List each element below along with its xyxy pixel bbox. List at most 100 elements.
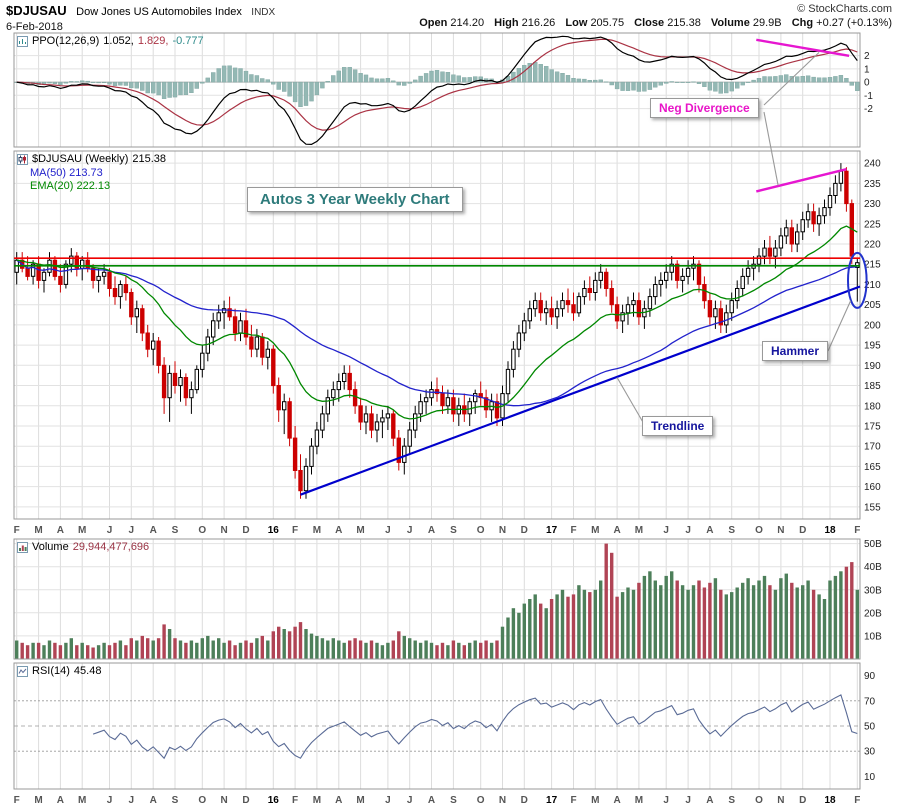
svg-text:J: J: [129, 795, 135, 806]
svg-text:N: N: [777, 525, 784, 536]
svg-text:17: 17: [546, 795, 558, 806]
svg-text:210: 210: [864, 280, 881, 291]
ppo-panel: 2 1 0 -1 -2: [13, 32, 873, 148]
svg-text:S: S: [450, 525, 457, 536]
ppo-indicator-icon: [17, 35, 28, 47]
svg-text:155: 155: [864, 502, 881, 513]
svg-text:180: 180: [864, 401, 881, 412]
svg-text:90: 90: [864, 671, 876, 682]
svg-text:230: 230: [864, 199, 881, 210]
svg-text:-2: -2: [864, 104, 873, 115]
neg-divergence-annotation: Neg Divergence: [650, 98, 759, 118]
hammer-annotation: Hammer: [762, 341, 829, 361]
x-axis-labels: F M A M J J A S O N D 16 F M A M J J A S O N D 17 F M A M J J A S O N D 18 F: [14, 525, 861, 536]
svg-text:O: O: [755, 795, 763, 806]
svg-text:N: N: [220, 795, 227, 806]
svg-text:O: O: [198, 795, 206, 806]
svg-text:225: 225: [864, 219, 881, 230]
volume-value: 29.9B: [752, 17, 782, 29]
trendline-annotation-label: Trendline: [642, 416, 714, 436]
svg-text:220: 220: [864, 240, 881, 251]
svg-text:A: A: [706, 795, 713, 806]
quote-line: Open 214.20 High 216.26 Low 205.75 Close…: [412, 17, 892, 29]
volume-legend: Volume 29,944,477,696: [17, 541, 149, 553]
svg-text:O: O: [477, 525, 485, 536]
svg-text:O: O: [198, 525, 206, 536]
svg-text:M: M: [635, 795, 643, 806]
svg-text:10: 10: [864, 772, 876, 783]
svg-text:240: 240: [864, 159, 881, 170]
candlestick-chart-icon: [17, 153, 28, 165]
header-quote-row: 6-Feb-2018 Open 214.20 High 216.26 Low 2…: [6, 17, 894, 33]
chart-title-annotation: Autos 3 Year Weekly Chart: [247, 187, 463, 212]
svg-text:F: F: [854, 525, 860, 536]
ma50-label: MA(50) 213.73: [30, 167, 103, 179]
price-symbol-label: $DJUSAU (Weekly): [32, 153, 129, 165]
price-legend: $DJUSAU (Weekly) 215.38: [17, 153, 166, 165]
svg-text:30: 30: [864, 747, 876, 758]
svg-text:D: D: [521, 795, 528, 806]
svg-text:D: D: [799, 525, 806, 536]
index-name: Dow Jones US Automobiles Index: [76, 6, 242, 18]
ppo-main-line: [16, 35, 858, 146]
panel-border: [13, 32, 861, 148]
svg-text:F: F: [292, 795, 298, 806]
rsi-line-icon: [17, 665, 28, 677]
svg-text:50: 50: [864, 722, 876, 733]
svg-text:J: J: [385, 525, 391, 536]
svg-text:M: M: [313, 795, 321, 806]
svg-text:A: A: [150, 795, 157, 806]
ema20-label: EMA(20) 222.13: [30, 180, 111, 192]
svg-text:D: D: [521, 525, 528, 536]
svg-text:205: 205: [864, 300, 881, 311]
x-axis-strip-bottom: F M A M J J A S O N D 16 F M A M J J A S O N D 17 F M A M J J A S O N D 18 F: [14, 795, 861, 806]
svg-text:M: M: [78, 525, 86, 536]
svg-text:J: J: [407, 525, 413, 536]
close-label: Close: [634, 17, 665, 29]
svg-text:18: 18: [824, 525, 836, 536]
open-value: 214.20: [450, 17, 485, 29]
svg-text:30B: 30B: [864, 585, 882, 596]
svg-text:J: J: [129, 525, 135, 536]
svg-text:40B: 40B: [864, 562, 882, 573]
svg-text:D: D: [242, 525, 249, 536]
svg-text:A: A: [428, 795, 435, 806]
svg-text:J: J: [663, 525, 669, 536]
svg-text:M: M: [356, 795, 364, 806]
ppo-signal-value: 1.829,: [137, 35, 169, 47]
open-label: Open: [419, 17, 448, 29]
svg-text:70: 70: [864, 696, 876, 707]
high-label: High: [494, 17, 519, 29]
svg-text:2: 2: [864, 51, 870, 62]
svg-text:A: A: [335, 795, 342, 806]
high-value: 216.26: [521, 17, 556, 29]
svg-text:M: M: [34, 525, 42, 536]
svg-text:18: 18: [824, 795, 836, 806]
candlesticks: [14, 163, 860, 499]
y-axis-labels: 2 1 0 -1 -2: [864, 51, 873, 115]
svg-text:190: 190: [864, 361, 881, 372]
volume-legend-label: Volume: [32, 541, 69, 553]
x-axis-labels: F M A M J J A S O N D 16 F M A M J J A S O N D 17 F M A M J J A S O N D 18 F: [14, 795, 861, 806]
svg-text:215: 215: [864, 260, 881, 271]
copyright: © StockCharts.com: [797, 3, 892, 15]
y-axis-labels: 90 70 50 30 10: [864, 671, 876, 783]
svg-text:-1: -1: [864, 91, 873, 102]
svg-text:J: J: [685, 795, 691, 806]
svg-text:17: 17: [546, 525, 558, 536]
x-axis-strip-top: F M A M J J A S O N D 16 F M A M J J A S O N D 17 F M A M J J A S O N D 18 F: [14, 525, 861, 536]
svg-text:S: S: [172, 525, 179, 536]
svg-text:A: A: [57, 525, 64, 536]
svg-text:D: D: [242, 795, 249, 806]
panel-border: [13, 538, 861, 660]
chart-header: $DJUSAU Dow Jones US Automobiles Index I…: [0, 0, 900, 33]
svg-text:170: 170: [864, 442, 881, 453]
svg-text:S: S: [728, 525, 735, 536]
chart-date: 6-Feb-2018: [6, 21, 63, 33]
svg-text:A: A: [706, 525, 713, 536]
svg-text:200: 200: [864, 320, 881, 331]
svg-text:185: 185: [864, 381, 881, 392]
ema20-legend: EMA(20) 222.13: [30, 180, 110, 192]
value-gridlines: [14, 543, 860, 637]
